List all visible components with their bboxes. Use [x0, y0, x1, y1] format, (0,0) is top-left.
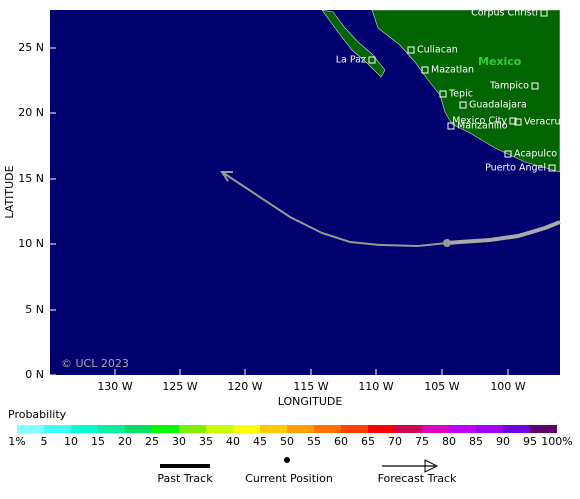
- colorbar-cell: [206, 425, 233, 433]
- lon-label: 105 W: [424, 380, 459, 393]
- colorbar-cell: [530, 425, 557, 433]
- axes: 25 N 20 N 15 N 10 N 5 N 0 N 130 W 125 W 120 W 115…: [18, 41, 526, 393]
- scale-label: 70: [388, 435, 402, 448]
- colorbar: 1% 5 10 15 20 25 30 35 40 45 50 55 60 65 70 75 80 85 90 95 1…: [8, 425, 573, 448]
- scale-label: 45: [253, 435, 267, 448]
- city-marker: [531, 82, 539, 90]
- forecast-arrow-key: [424, 459, 439, 473]
- colorbar-cell: [395, 425, 422, 433]
- city-marker: [421, 66, 429, 74]
- colorbar-cell: [476, 425, 503, 433]
- scale-label: 1%: [8, 435, 25, 448]
- city-label: La Paz: [336, 55, 366, 66]
- colorbar-cell: [152, 425, 179, 433]
- colorbar-cell: [260, 425, 287, 433]
- city-label: Acapulco: [514, 149, 557, 160]
- copyright: © UCL 2023: [61, 357, 129, 370]
- city-label: Mexico City: [452, 116, 507, 127]
- scale-label: 10: [64, 435, 78, 448]
- colorbar-cell: [98, 425, 125, 433]
- city-marker: [548, 164, 556, 172]
- scale-label: 80: [442, 435, 456, 448]
- city-marker: [447, 122, 455, 130]
- legend-title: Probability: [8, 408, 67, 421]
- y-axis-title: LATITUDE: [3, 165, 16, 218]
- scale-label: 50: [280, 435, 294, 448]
- city-marker: [509, 117, 517, 125]
- scale-label: 40: [226, 435, 240, 448]
- city-label: Guadalajara: [469, 100, 527, 111]
- city-label: Corpus Christi: [471, 8, 538, 19]
- scale-label: 75: [415, 435, 429, 448]
- country-label: Mexico: [478, 55, 522, 68]
- scale-label: 60: [334, 435, 348, 448]
- lon-label: 120 W: [227, 380, 262, 393]
- mainland: [371, 9, 561, 173]
- city-marker: [504, 150, 512, 158]
- lat-label: 15 N: [18, 172, 44, 185]
- city-label: Tampico: [489, 81, 529, 92]
- scale-label: 85: [469, 435, 483, 448]
- scale-label: 95: [523, 435, 537, 448]
- colorbar-cell: [368, 425, 395, 433]
- lat-label: 0 N: [25, 368, 44, 381]
- lon-label: 130 W: [97, 380, 132, 393]
- current-position-label: Current Position: [245, 472, 333, 485]
- scale-label: 30: [172, 435, 186, 448]
- city-label: Mazatlan: [431, 65, 474, 76]
- city-marker: [368, 56, 376, 64]
- past-track-label: Past Track: [157, 472, 213, 485]
- city-label: Manzanillo: [457, 121, 508, 132]
- scale-label: 25: [145, 435, 159, 448]
- city-marker: [439, 90, 447, 98]
- scale-label: 5: [41, 435, 48, 448]
- colorbar-cell: [503, 425, 530, 433]
- colorbar-cell: [314, 425, 341, 433]
- current-position: [443, 239, 451, 247]
- colorbar-cell: [17, 425, 44, 433]
- lat-label: 20 N: [18, 106, 44, 119]
- scale-label: 90: [496, 435, 510, 448]
- scale-label: 100%: [541, 435, 572, 448]
- city-marker: [540, 9, 548, 17]
- colorbar-cell: [44, 425, 71, 433]
- lat-label: 10 N: [18, 237, 44, 250]
- scale-label: 15: [91, 435, 105, 448]
- current-position-key: [284, 457, 290, 463]
- lon-label: 100 W: [490, 380, 525, 393]
- forecast-track: [221, 171, 448, 248]
- lon-label: 110 W: [358, 380, 393, 393]
- scale-label: 55: [307, 435, 321, 448]
- colorbar-cell: [179, 425, 206, 433]
- scale-label: 65: [361, 435, 375, 448]
- city-marker: [459, 101, 467, 109]
- lon-label: 115 W: [293, 380, 328, 393]
- lat-label: 25 N: [18, 41, 44, 54]
- scale-label: 20: [118, 435, 132, 448]
- colorbar-cell: [341, 425, 368, 433]
- forecast-track-label: Forecast Track: [378, 472, 457, 485]
- colorbar-cell: [449, 425, 476, 433]
- colorbar-cell: [71, 425, 98, 433]
- city-label: Tepic: [448, 89, 473, 100]
- colorbar-cell: [287, 425, 314, 433]
- city-label: Puerto Angel: [485, 163, 546, 174]
- scale-label: 35: [199, 435, 213, 448]
- x-axis-title: LONGITUDE: [278, 395, 343, 408]
- lat-label: 5 N: [25, 303, 44, 316]
- forecast-arrow: [220, 171, 233, 182]
- lon-label: 125 W: [162, 380, 197, 393]
- colorbar-cell: [233, 425, 260, 433]
- city-marker: [514, 118, 522, 126]
- city-label: Veracruz: [524, 117, 565, 128]
- colorbar-cell: [422, 425, 449, 433]
- city-marker: [407, 46, 415, 54]
- city-label: Culiacan: [417, 45, 458, 56]
- colorbar-cell: [125, 425, 152, 433]
- past-track: [446, 220, 561, 245]
